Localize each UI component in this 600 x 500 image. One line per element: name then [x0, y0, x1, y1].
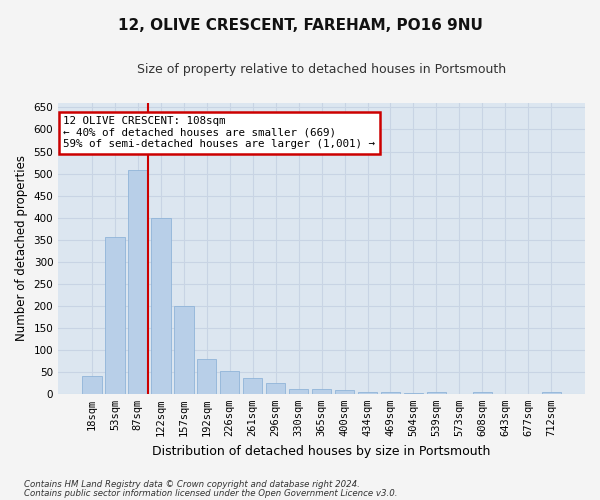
Title: Size of property relative to detached houses in Portsmouth: Size of property relative to detached ho…: [137, 62, 506, 76]
Text: Contains HM Land Registry data © Crown copyright and database right 2024.: Contains HM Land Registry data © Crown c…: [24, 480, 360, 489]
Bar: [358, 392, 377, 394]
Text: Contains public sector information licensed under the Open Government Licence v3: Contains public sector information licen…: [24, 489, 398, 498]
Bar: [128, 170, 148, 394]
Y-axis label: Number of detached properties: Number of detached properties: [15, 156, 28, 342]
Bar: [335, 390, 355, 394]
Bar: [289, 388, 308, 394]
Bar: [220, 371, 239, 394]
X-axis label: Distribution of detached houses by size in Portsmouth: Distribution of detached houses by size …: [152, 444, 491, 458]
Bar: [197, 360, 217, 394]
Bar: [82, 376, 101, 394]
Bar: [427, 392, 446, 394]
Bar: [151, 218, 170, 394]
Bar: [542, 392, 561, 394]
Bar: [243, 378, 262, 394]
Text: 12, OLIVE CRESCENT, FAREHAM, PO16 9NU: 12, OLIVE CRESCENT, FAREHAM, PO16 9NU: [118, 18, 482, 32]
Bar: [105, 236, 125, 394]
Bar: [312, 390, 331, 394]
Bar: [473, 392, 492, 394]
Bar: [174, 306, 194, 394]
Text: 12 OLIVE CRESCENT: 108sqm
← 40% of detached houses are smaller (669)
59% of semi: 12 OLIVE CRESCENT: 108sqm ← 40% of detac…: [64, 116, 376, 150]
Bar: [266, 383, 286, 394]
Bar: [404, 393, 423, 394]
Bar: [381, 392, 400, 394]
